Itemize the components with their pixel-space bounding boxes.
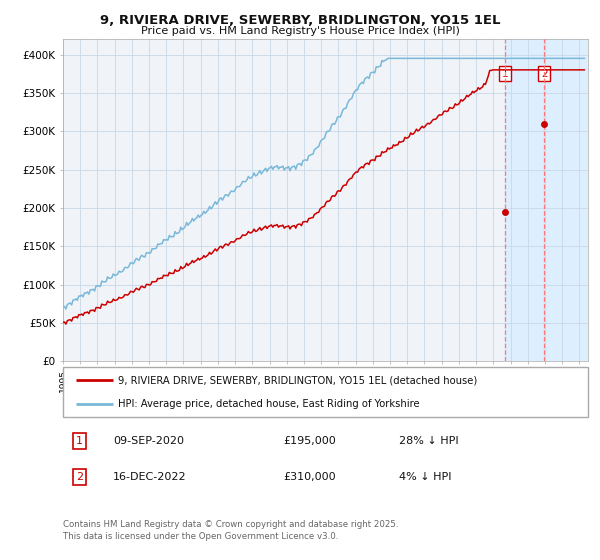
Text: 28% ↓ HPI: 28% ↓ HPI [399, 436, 458, 446]
Text: 1: 1 [76, 436, 83, 446]
Bar [505, 39, 588, 361]
Text: HPI: Average price, detached house, East Riding of Yorkshire: HPI: Average price, detached house, East… [118, 399, 420, 409]
Text: 9, RIVIERA DRIVE, SEWERBY, BRIDLINGTON, YO15 1EL: 9, RIVIERA DRIVE, SEWERBY, BRIDLINGTON, … [100, 14, 500, 27]
Text: Price paid vs. HM Land Registry's House Price Index (HPI): Price paid vs. HM Land Registry's House … [140, 26, 460, 36]
Text: 2: 2 [76, 472, 83, 482]
Text: Contains HM Land Registry data © Crown copyright and database right 2025.: Contains HM Land Registry data © Crown c… [63, 520, 398, 529]
Text: 9, RIVIERA DRIVE, SEWERBY, BRIDLINGTON, YO15 1EL (detached house): 9, RIVIERA DRIVE, SEWERBY, BRIDLINGTON, … [118, 375, 478, 385]
Text: 1: 1 [502, 69, 509, 79]
Text: 09-SEP-2020: 09-SEP-2020 [113, 436, 184, 446]
Text: 16-DEC-2022: 16-DEC-2022 [113, 472, 187, 482]
FancyBboxPatch shape [63, 367, 588, 417]
Text: £195,000: £195,000 [284, 436, 336, 446]
Text: 4% ↓ HPI: 4% ↓ HPI [399, 472, 452, 482]
Text: 2: 2 [541, 69, 548, 79]
Text: This data is licensed under the Open Government Licence v3.0.: This data is licensed under the Open Gov… [63, 532, 338, 541]
Text: £310,000: £310,000 [284, 472, 336, 482]
